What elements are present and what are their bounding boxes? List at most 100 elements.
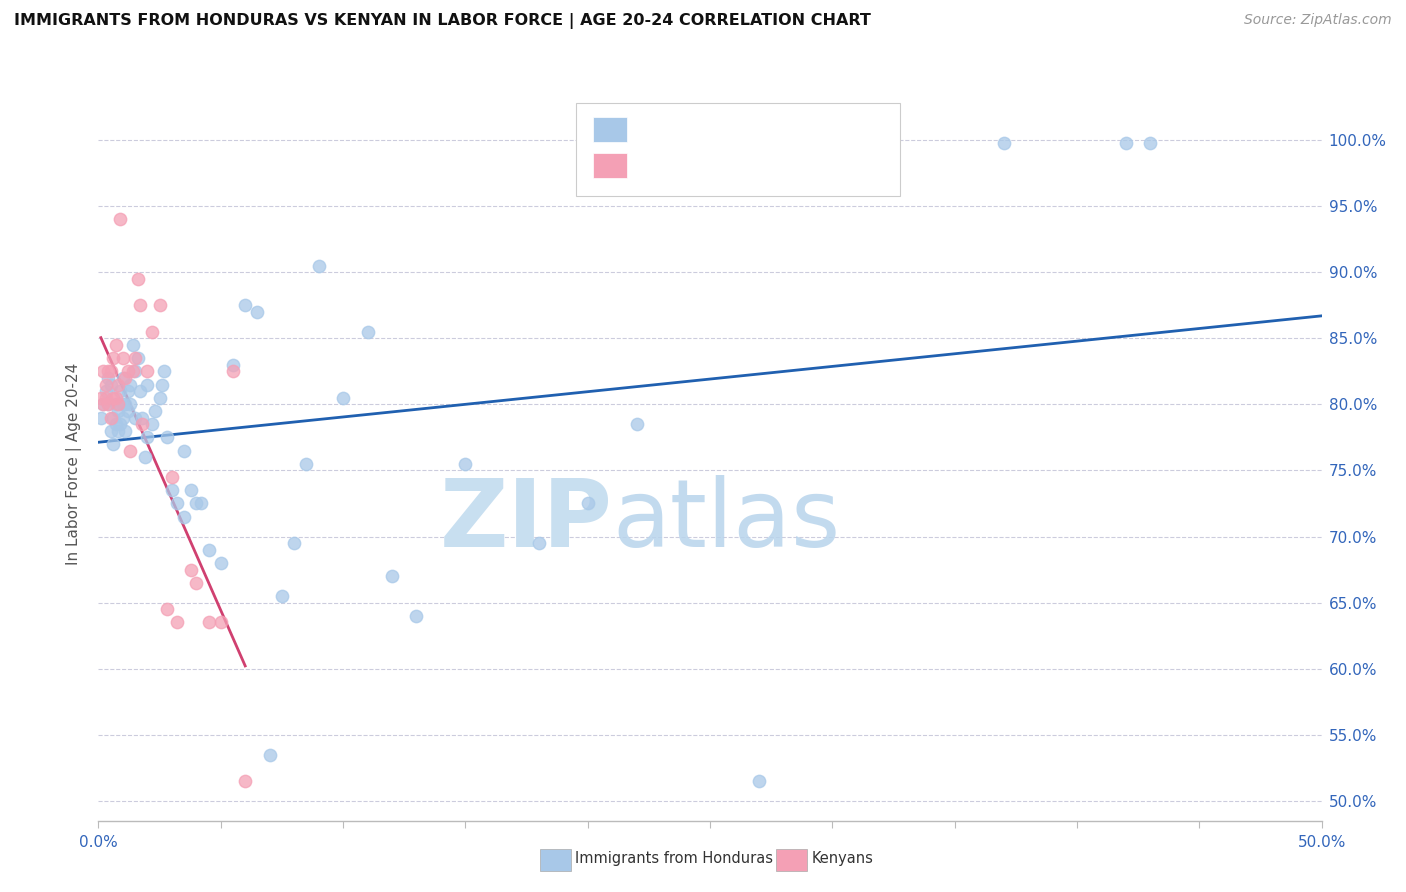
Point — [246, 305, 269, 319]
Point — [180, 483, 202, 498]
Point — [149, 298, 172, 312]
Point — [209, 615, 232, 630]
Point — [127, 272, 149, 286]
Point — [101, 410, 124, 425]
Point — [131, 410, 153, 425]
Point — [117, 404, 139, 418]
Point — [166, 496, 188, 510]
Point — [91, 397, 114, 411]
Point — [120, 443, 142, 458]
Y-axis label: In Labor Force | Age 20-24: In Labor Force | Age 20-24 — [66, 363, 83, 565]
Text: Kenyans: Kenyans — [811, 851, 873, 865]
Point — [107, 377, 129, 392]
Point — [190, 496, 212, 510]
Point — [136, 430, 159, 444]
Point — [114, 397, 136, 411]
Point — [173, 443, 195, 458]
Point — [156, 602, 179, 616]
Point — [527, 536, 550, 550]
Point — [173, 509, 195, 524]
Point — [100, 364, 122, 378]
Point — [197, 615, 219, 630]
Point — [748, 774, 770, 789]
Point — [993, 136, 1015, 150]
Point — [111, 410, 134, 425]
Point — [90, 410, 112, 425]
Point — [143, 404, 166, 418]
Point — [94, 377, 117, 392]
Point — [131, 417, 153, 432]
Point — [222, 358, 245, 372]
Point — [100, 424, 122, 438]
Point — [356, 325, 378, 339]
Point — [166, 615, 188, 630]
Point — [120, 397, 142, 411]
Point — [100, 377, 122, 392]
Point — [91, 397, 114, 411]
Text: Source: ZipAtlas.com: Source: ZipAtlas.com — [1244, 13, 1392, 28]
Point — [114, 371, 136, 385]
Point — [160, 470, 183, 484]
Point — [104, 417, 127, 432]
Point — [121, 364, 143, 378]
Point — [124, 410, 146, 425]
Point — [110, 212, 132, 227]
Point — [156, 430, 179, 444]
Point — [129, 298, 152, 312]
Point — [576, 496, 599, 510]
Point — [308, 259, 330, 273]
Point — [186, 575, 208, 590]
Text: R = 0.209   N = 38: R = 0.209 N = 38 — [633, 155, 790, 173]
Text: R = 0.406   N = 68: R = 0.406 N = 68 — [633, 120, 790, 137]
Point — [136, 364, 159, 378]
Point — [107, 397, 129, 411]
Point — [104, 338, 127, 352]
Point — [120, 377, 142, 392]
Point — [97, 371, 120, 385]
Point — [1115, 136, 1137, 150]
Point — [160, 483, 183, 498]
Point — [153, 364, 176, 378]
Point — [114, 424, 136, 438]
Point — [111, 397, 134, 411]
Point — [259, 747, 281, 762]
Point — [100, 410, 122, 425]
Point — [150, 377, 173, 392]
Point — [101, 437, 124, 451]
Point — [97, 397, 120, 411]
Point — [111, 371, 134, 385]
Point — [117, 364, 139, 378]
Point — [1139, 136, 1161, 150]
Point — [124, 351, 146, 365]
Point — [233, 774, 256, 789]
Point — [104, 391, 127, 405]
Text: ZIP: ZIP — [439, 475, 612, 567]
Point — [107, 424, 129, 438]
Point — [270, 589, 294, 603]
Point — [405, 608, 427, 623]
Point — [197, 542, 219, 557]
Point — [149, 391, 172, 405]
Text: Immigrants from Honduras: Immigrants from Honduras — [575, 851, 773, 865]
Text: IMMIGRANTS FROM HONDURAS VS KENYAN IN LABOR FORCE | AGE 20-24 CORRELATION CHART: IMMIGRANTS FROM HONDURAS VS KENYAN IN LA… — [14, 13, 870, 29]
Point — [94, 391, 117, 405]
Point — [111, 351, 134, 365]
Point — [91, 364, 114, 378]
Point — [134, 450, 156, 465]
Point — [283, 536, 305, 550]
Point — [117, 384, 139, 399]
Point — [186, 496, 208, 510]
Point — [121, 338, 143, 352]
Point — [110, 384, 132, 399]
Point — [173, 840, 195, 855]
Point — [94, 384, 117, 399]
Text: atlas: atlas — [612, 475, 841, 567]
Point — [141, 417, 163, 432]
Point — [454, 457, 477, 471]
Point — [180, 563, 202, 577]
Point — [97, 397, 120, 411]
Point — [626, 417, 648, 432]
Point — [101, 391, 124, 405]
Point — [381, 569, 404, 583]
Point — [97, 364, 120, 378]
